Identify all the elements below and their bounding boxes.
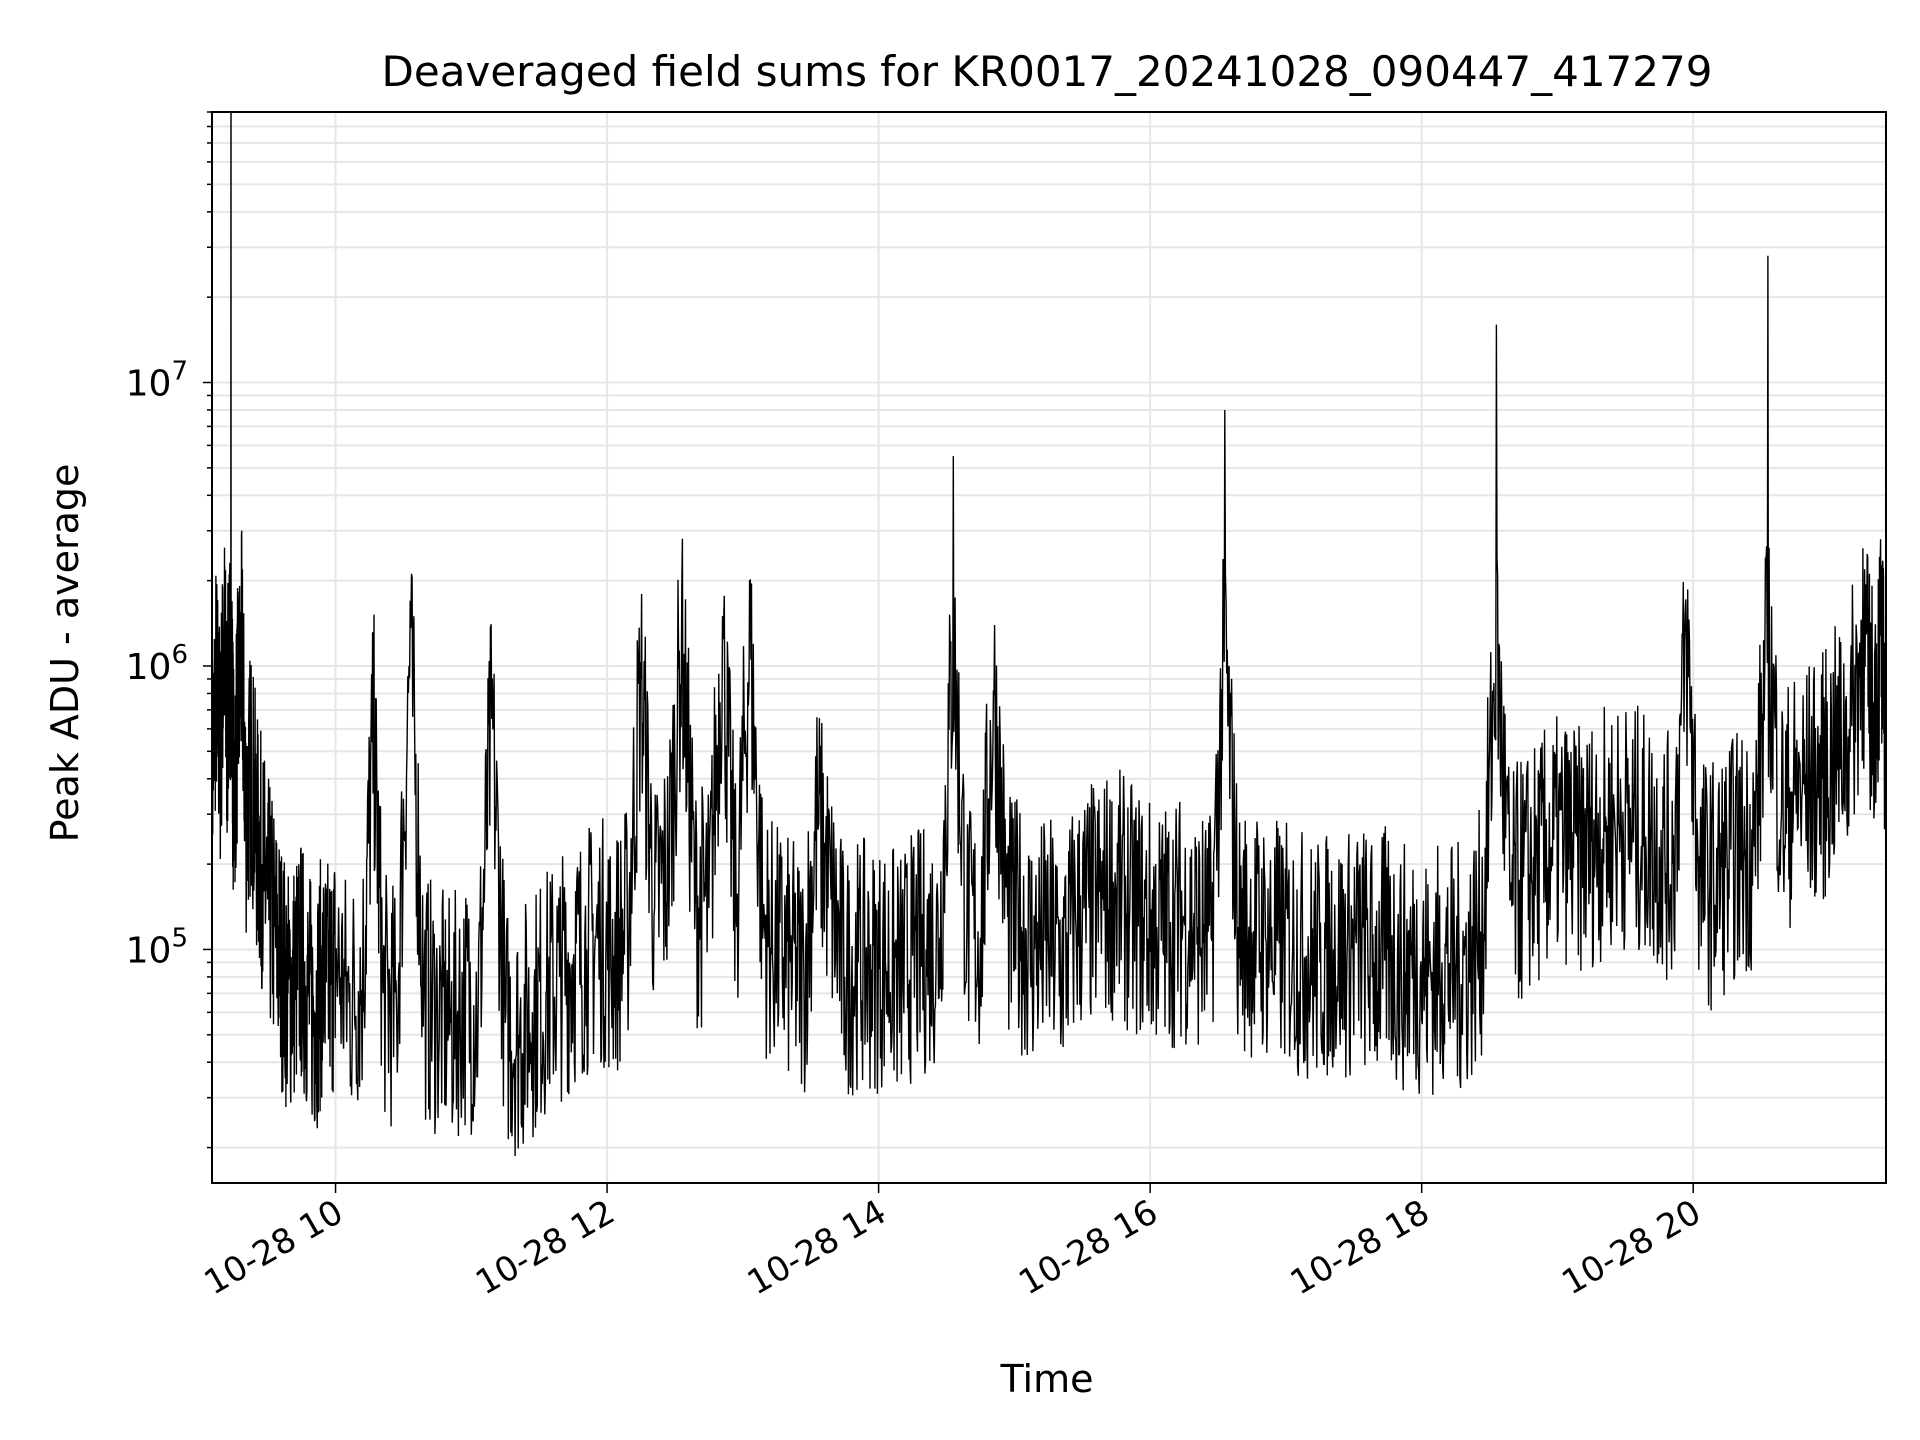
plot-frame <box>211 111 1887 1184</box>
y-axis-label: Peak ADU - average <box>43 464 87 843</box>
y-tick-label: 107 <box>126 357 188 405</box>
chart-title: Deaveraged field sums for KR0017_2024102… <box>382 47 1713 96</box>
x-tick-label: 10-28 16 <box>1012 1192 1164 1303</box>
x-axis: 10-28 10 10-28 12 10-28 14 10-28 16 10-28 18… <box>198 1183 1708 1303</box>
series-layer <box>212 112 1886 1157</box>
y-tick-label: 106 <box>126 640 188 688</box>
y-tick-label: 105 <box>126 923 188 971</box>
x-axis-label: Time <box>1000 1357 1094 1401</box>
x-tick-label: 10-28 20 <box>1555 1192 1707 1303</box>
x-tick-label: 10-28 12 <box>469 1192 621 1303</box>
x-tick-label: 10-28 18 <box>1284 1192 1436 1303</box>
y-axis: 105 106 107 <box>126 111 212 1149</box>
series-line <box>212 112 1886 1157</box>
x-tick-label: 10-28 14 <box>741 1192 893 1303</box>
x-tick-label: 10-28 10 <box>198 1192 350 1303</box>
